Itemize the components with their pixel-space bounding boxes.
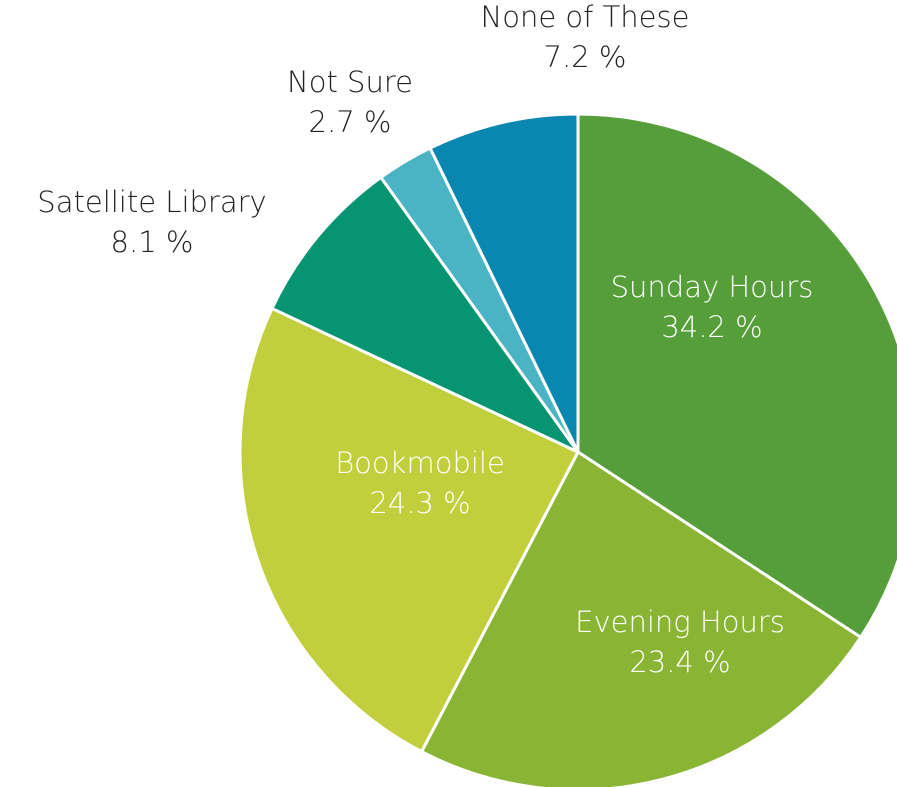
pie-slice <box>428 112 580 454</box>
slice-value: 34.2 % <box>661 310 762 344</box>
slice-name: Bookmobile <box>335 446 505 480</box>
slice-name: Not Sure <box>287 65 413 99</box>
slice-label: Evening Hours 23.4 % <box>575 605 785 679</box>
slice-value: 8.1 % <box>111 225 194 259</box>
slice-label: Bookmobile 24.3 % <box>335 446 505 520</box>
slice-label: Satellite Library 8.1 % <box>37 185 266 259</box>
slice-value: 24.3 % <box>369 486 470 520</box>
pie-slice <box>576 112 897 639</box>
pie-slice <box>270 175 580 454</box>
slice-name: None of These <box>481 0 690 34</box>
slice-value: 2.7 % <box>309 105 392 139</box>
slice-value: 7.2 % <box>544 40 627 74</box>
slice-label: Sunday Hours 34.2 % <box>611 270 814 344</box>
pie-slice <box>420 450 863 787</box>
pie-slice <box>238 306 580 754</box>
slice-name: Satellite Library <box>37 185 266 219</box>
slice-value: 23.4 % <box>629 645 730 679</box>
slice-name: Sunday Hours <box>611 270 814 304</box>
slice-label: None of These 7.2 % <box>481 0 690 74</box>
slice-name: Evening Hours <box>575 605 785 639</box>
slice-label: Not Sure 2.7 % <box>287 65 413 139</box>
